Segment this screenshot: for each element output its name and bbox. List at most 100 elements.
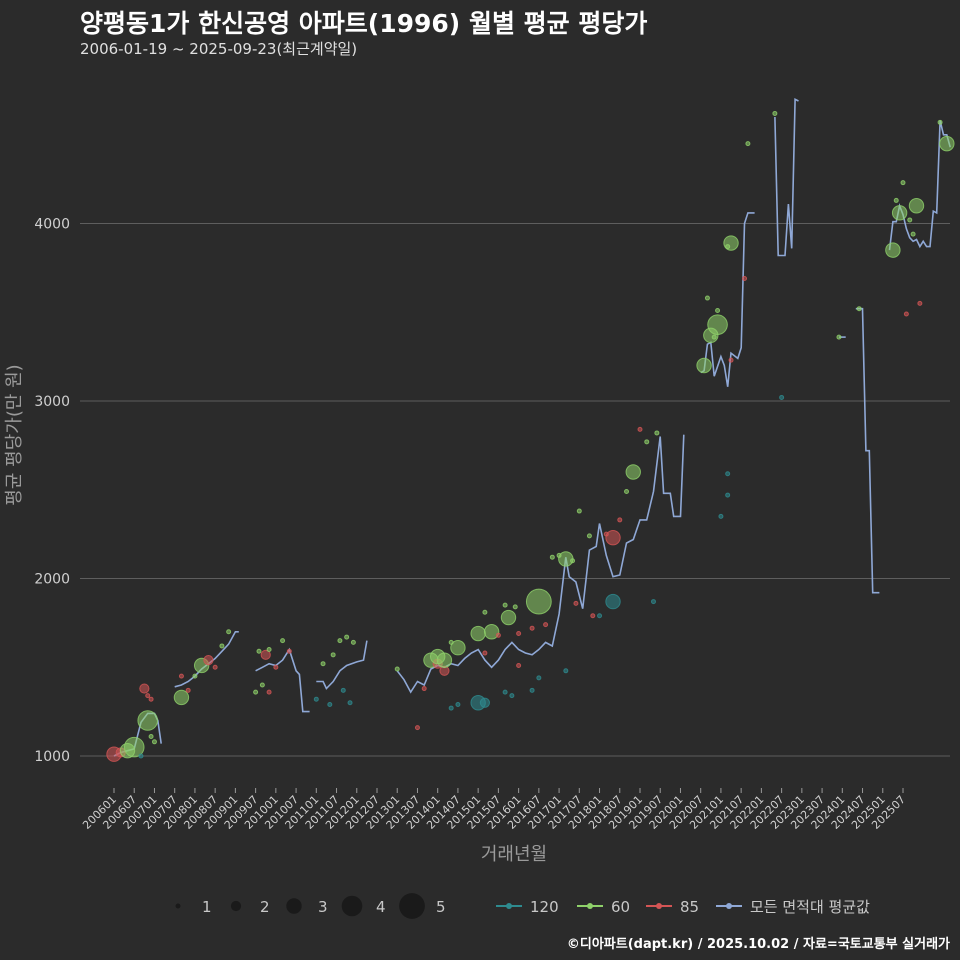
data-point	[286, 648, 292, 654]
data-point	[145, 693, 151, 699]
data-point	[421, 686, 427, 692]
data-point	[502, 689, 508, 695]
data-point	[885, 242, 901, 258]
data-point	[529, 625, 535, 631]
data-point	[512, 604, 518, 610]
data-point	[138, 753, 144, 759]
data-point	[148, 696, 154, 702]
data-point	[482, 650, 488, 656]
data-point	[725, 492, 731, 498]
data-point	[148, 733, 154, 739]
series-legend-label: 모든 면적대 평균값	[750, 898, 870, 916]
data-point	[597, 613, 603, 619]
data-point	[624, 489, 630, 495]
data-point	[570, 558, 576, 564]
size-legend-key	[399, 893, 425, 919]
data-point	[516, 631, 522, 637]
y-tick-label: 3000	[34, 394, 70, 410]
data-point	[715, 307, 721, 313]
data-point	[483, 624, 500, 640]
size-legend-label: 2	[260, 898, 270, 916]
size-legend-label: 4	[376, 898, 386, 916]
data-point	[525, 588, 552, 615]
data-point	[394, 666, 400, 672]
data-point	[529, 687, 535, 693]
data-point	[123, 736, 145, 758]
series-legend-dot	[587, 903, 593, 909]
data-point	[728, 357, 734, 363]
data-point	[340, 687, 346, 693]
data-point	[256, 648, 262, 654]
data-point	[337, 638, 343, 644]
data-point	[549, 554, 555, 560]
data-point	[139, 683, 150, 694]
data-point	[280, 638, 286, 644]
data-point	[327, 702, 333, 708]
series-legend-label: 60	[611, 898, 630, 916]
data-point	[470, 625, 486, 642]
data-point	[350, 639, 356, 645]
data-point	[495, 632, 501, 638]
data-point	[617, 517, 623, 523]
series-legend-label: 120	[530, 898, 559, 916]
data-point	[903, 311, 909, 317]
data-point	[313, 696, 319, 702]
size-legend-label: 1	[202, 898, 212, 916]
data-point	[273, 664, 279, 670]
data-point	[259, 682, 265, 688]
average-line	[855, 307, 880, 594]
data-point	[937, 119, 943, 125]
data-point	[226, 629, 232, 635]
data-point	[576, 508, 582, 514]
average-line	[255, 647, 310, 713]
chart-subtitle: 2006-01-19 ~ 2025-09-23(최근계약일)	[80, 40, 358, 58]
data-point	[536, 675, 542, 681]
data-point	[500, 609, 517, 626]
average-line	[700, 212, 755, 387]
data-point	[509, 693, 515, 699]
series-legend-label: 85	[680, 898, 699, 916]
average-line	[774, 98, 799, 257]
size-legend-key	[341, 895, 363, 917]
size-legend-label: 5	[436, 898, 446, 916]
data-point	[330, 652, 336, 658]
data-point	[637, 426, 643, 432]
data-point	[253, 689, 259, 695]
data-point	[605, 593, 621, 610]
data-point	[908, 198, 925, 214]
average-line	[316, 640, 368, 690]
y-tick-label: 1000	[34, 749, 70, 765]
series-legend-dot	[726, 903, 732, 909]
data-point	[320, 661, 326, 667]
data-point	[482, 609, 488, 615]
data-point	[910, 231, 916, 237]
data-point	[939, 135, 955, 152]
data-point	[745, 141, 751, 147]
data-point	[414, 725, 420, 731]
data-point	[900, 180, 906, 186]
data-point	[605, 529, 621, 546]
data-point	[742, 276, 748, 282]
data-point	[137, 710, 159, 731]
data-point	[448, 705, 454, 711]
data-point	[590, 613, 596, 619]
y-tick-label: 2000	[34, 572, 70, 588]
data-point	[586, 533, 592, 539]
data-point	[479, 697, 490, 708]
data-point	[502, 602, 508, 608]
data-point	[344, 634, 350, 640]
data-point	[893, 197, 899, 203]
data-point	[723, 235, 739, 251]
data-point	[704, 295, 710, 301]
y-tick-label: 4000	[34, 217, 70, 233]
data-point	[173, 689, 190, 706]
data-point	[856, 306, 862, 312]
size-legend-key	[286, 898, 302, 914]
series-legend-dot	[506, 903, 512, 909]
data-point	[151, 739, 157, 745]
data-point	[917, 300, 923, 306]
data-point	[436, 652, 453, 668]
data-point	[260, 649, 271, 660]
x-axis-label: 거래년월	[481, 844, 547, 865]
